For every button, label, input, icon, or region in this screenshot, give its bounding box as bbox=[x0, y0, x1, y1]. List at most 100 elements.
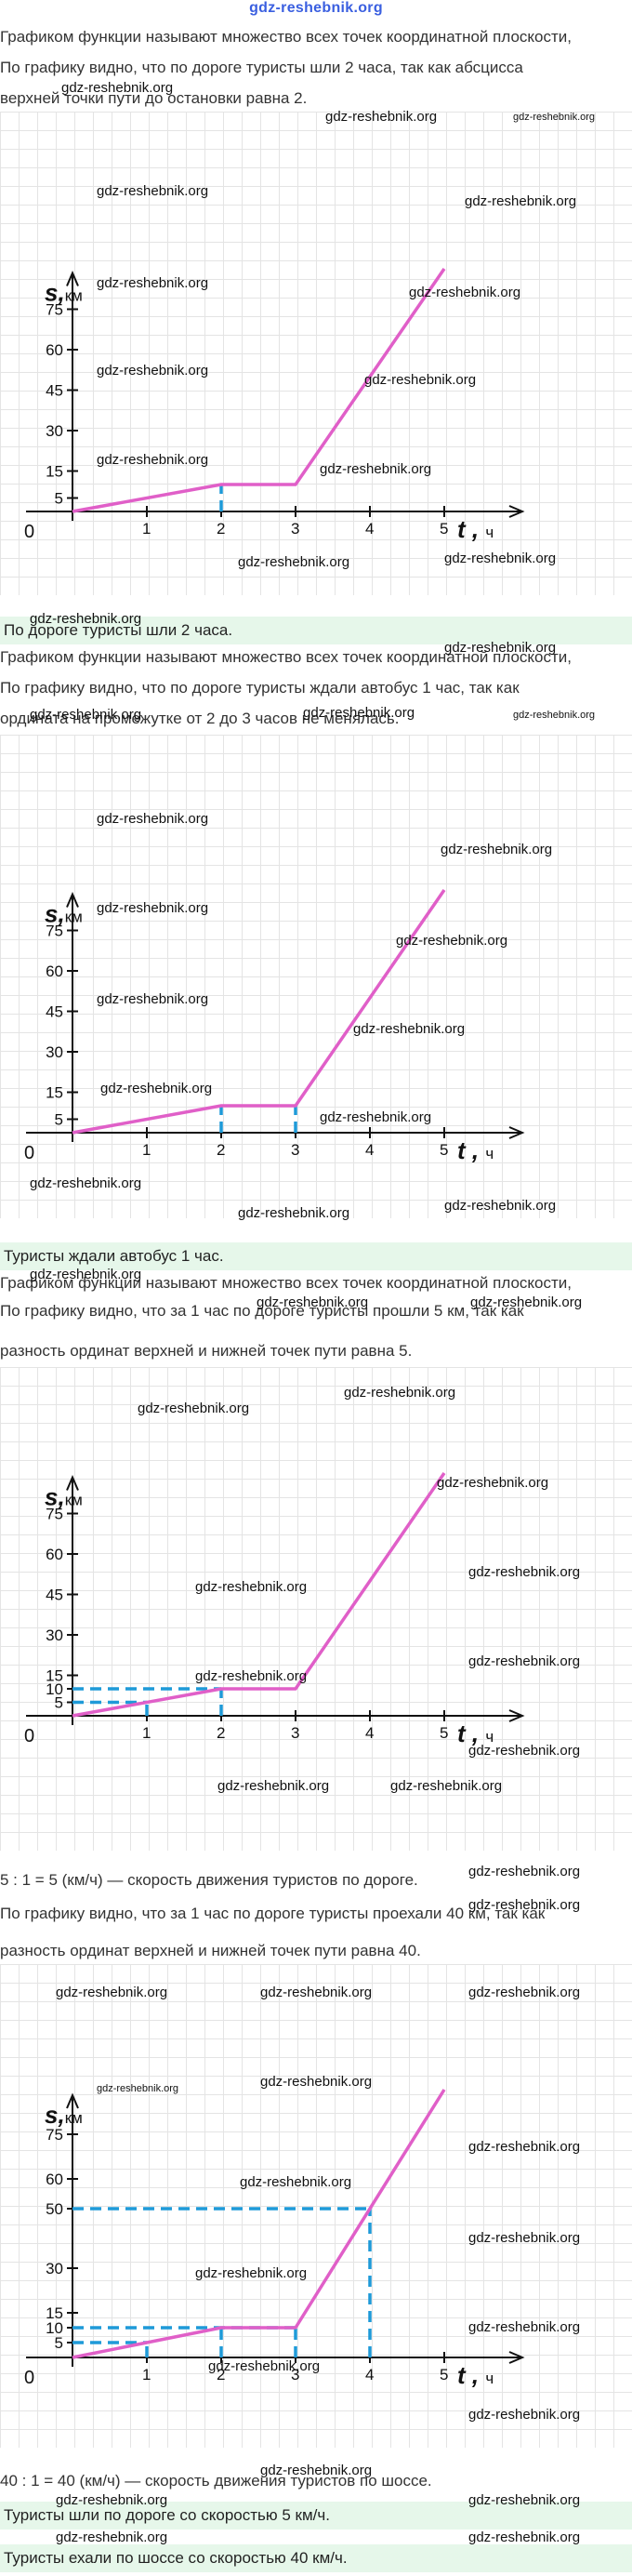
watermark: gdz-reshebnik.org bbox=[97, 452, 209, 468]
watermark: gdz-reshebnik.org bbox=[513, 112, 596, 123]
series-line bbox=[72, 268, 446, 513]
watermark: gdz-reshebnik.org bbox=[468, 1985, 581, 2000]
y-axis-arrow bbox=[66, 891, 79, 908]
watermark: gdz-reshebnik.org bbox=[468, 2492, 581, 2508]
answer-1: По дороге туристы шли 2 часа. bbox=[0, 617, 632, 644]
watermark: gdz-reshebnik.org bbox=[56, 1985, 168, 2000]
y-tick-label: 45 bbox=[46, 1587, 63, 1604]
watermark: gdz-reshebnik.org bbox=[353, 1021, 466, 1037]
section-1-line-3: верхней точки пути до остановки равна 2. bbox=[0, 89, 308, 107]
y-tick-label: 15 bbox=[46, 1084, 63, 1102]
y-tick-label: 5 bbox=[55, 1694, 63, 1712]
watermark: gdz-reshebnik.org bbox=[97, 275, 209, 291]
site-link[interactable]: gdz-reshebnik.org bbox=[249, 0, 383, 16]
x-tick-label: 1 bbox=[142, 2366, 151, 2383]
final-answer-2: Туристы ехали по шоссе со скоростью 40 к… bbox=[0, 2544, 632, 2572]
y-axis-label: s,км bbox=[45, 1483, 83, 1511]
watermark: gdz-reshebnik.org bbox=[260, 2463, 373, 2478]
series-line bbox=[72, 1472, 446, 1718]
x-tick-label: 4 bbox=[365, 1724, 374, 1742]
section-2-line-2: По графику видно, что по дороге туристы … bbox=[0, 679, 520, 697]
x-tick-label: 3 bbox=[291, 520, 299, 538]
x-axis-label: t , ч bbox=[457, 1136, 494, 1164]
y-tick-label: 5 bbox=[55, 2334, 63, 2352]
watermark: gdz-reshebnik.org bbox=[465, 193, 577, 209]
y-axis-label: s,км bbox=[45, 279, 83, 307]
watermark: gdz-reshebnik.org bbox=[468, 2230, 581, 2246]
y-axis-arrow bbox=[66, 2092, 79, 2109]
y-tick-label: 15 bbox=[46, 463, 63, 481]
y-tick-label: 75 bbox=[46, 2126, 63, 2144]
watermark: gdz-reshebnik.org bbox=[56, 2492, 168, 2508]
y-tick-label: 45 bbox=[46, 382, 63, 400]
x-tick-label: 2 bbox=[217, 1724, 225, 1742]
final-line-1: 40 : 1 = 40 (км/ч) — скорость движения т… bbox=[0, 2472, 432, 2490]
watermark: gdz-reshebnik.org bbox=[260, 1985, 373, 2000]
watermark: gdz-reshebnik.org bbox=[468, 1743, 581, 1759]
y-tick-label: 60 bbox=[46, 1546, 63, 1563]
y-tick-label: 45 bbox=[46, 1003, 63, 1021]
watermark: gdz-reshebnik.org bbox=[468, 2139, 581, 2155]
x-tick-label: 5 bbox=[440, 1141, 448, 1159]
series-line bbox=[72, 889, 446, 1135]
watermark: gdz-reshebnik.org bbox=[240, 2174, 352, 2190]
x-tick-label: 5 bbox=[440, 1724, 448, 1742]
x-axis-label: t , ч bbox=[457, 515, 494, 543]
watermark: gdz-reshebnik.org bbox=[30, 707, 142, 723]
x-axis-arrow bbox=[508, 505, 525, 518]
x-tick-label: 3 bbox=[291, 1141, 299, 1159]
x-tick-label: 5 bbox=[440, 520, 448, 538]
graph-1-background: s,км t , ч 0 1 2 3 4 5 5 15 30 45 60 75 bbox=[0, 112, 632, 595]
x-axis-arrow bbox=[508, 1709, 525, 1722]
section-3-line-1: Графиком функции называют множество всех… bbox=[0, 1274, 573, 1292]
watermark: gdz-reshebnik.org bbox=[468, 1653, 581, 1669]
y-tick-label: 5 bbox=[55, 490, 63, 508]
graph-3-background: s,км t , ч 0 1 2 3 4 5 5 10 15 30 45 60 75 bbox=[0, 1367, 632, 1851]
section-1-line-1: Графиком функции называют множество всех… bbox=[0, 28, 573, 46]
y-tick-label: 60 bbox=[46, 963, 63, 980]
watermark: gdz-reshebnik.org bbox=[444, 551, 557, 566]
watermark: gdz-reshebnik.org bbox=[97, 2083, 179, 2094]
y-tick-label: 30 bbox=[46, 422, 63, 440]
watermark: gdz-reshebnik.org bbox=[195, 1668, 308, 1684]
watermark: gdz-reshebnik.org bbox=[260, 2074, 373, 2090]
watermark: gdz-reshebnik.org bbox=[444, 1198, 557, 1214]
y-tick-label: 75 bbox=[46, 923, 63, 940]
watermark: gdz-reshebnik.org bbox=[409, 285, 521, 300]
origin-label: 0 bbox=[24, 1143, 34, 1163]
watermark: gdz-reshebnik.org bbox=[470, 1295, 583, 1310]
watermark: gdz-reshebnik.org bbox=[97, 991, 209, 1007]
y-axis-arrow bbox=[66, 1474, 79, 1491]
x-tick-label: 2 bbox=[217, 1141, 225, 1159]
watermark: gdz-reshebnik.org bbox=[238, 1205, 350, 1221]
watermark: gdz-reshebnik.org bbox=[208, 2358, 321, 2374]
watermark: gdz-reshebnik.org bbox=[138, 1401, 250, 1416]
watermark: gdz-reshebnik.org bbox=[195, 2265, 308, 2281]
watermark: gdz-reshebnik.org bbox=[97, 811, 209, 827]
x-tick-label: 4 bbox=[365, 2366, 374, 2383]
final-answer-1: Туристы шли по дороге со скоростью 5 км/… bbox=[0, 2502, 632, 2530]
x-axis-label: t , ч bbox=[457, 2361, 494, 2389]
watermark: gdz-reshebnik.org bbox=[100, 1081, 213, 1096]
x-axis-arrow bbox=[508, 2351, 525, 2364]
watermark: gdz-reshebnik.org bbox=[195, 1579, 308, 1595]
x-tick-label: 4 bbox=[365, 1141, 374, 1159]
watermark: gdz-reshebnik.org bbox=[390, 1778, 503, 1794]
section-4-line-2: По графику видно, что за 1 час по дороге… bbox=[0, 1905, 546, 1922]
y-tick-label: 60 bbox=[46, 341, 63, 359]
section-4-line-1: 5 : 1 = 5 (км/ч) — скорость движения тур… bbox=[0, 1871, 418, 1889]
watermark: gdz-reshebnik.org bbox=[61, 80, 174, 96]
y-tick-label: 75 bbox=[46, 1506, 63, 1523]
y-tick-label: 15 bbox=[46, 2304, 63, 2322]
y-tick-label: 30 bbox=[46, 2260, 63, 2277]
y-tick-label: 30 bbox=[46, 1627, 63, 1644]
x-tick-label: 4 bbox=[365, 520, 374, 538]
watermark: gdz-reshebnik.org bbox=[320, 461, 432, 477]
watermark: gdz-reshebnik.org bbox=[238, 554, 350, 570]
watermark: gdz-reshebnik.org bbox=[441, 842, 553, 857]
origin-label: 0 bbox=[24, 1726, 34, 1746]
watermark: gdz-reshebnik.org bbox=[217, 1778, 330, 1794]
watermark: gdz-reshebnik.org bbox=[468, 1864, 581, 1879]
watermark: gdz-reshebnik.org bbox=[30, 611, 142, 627]
